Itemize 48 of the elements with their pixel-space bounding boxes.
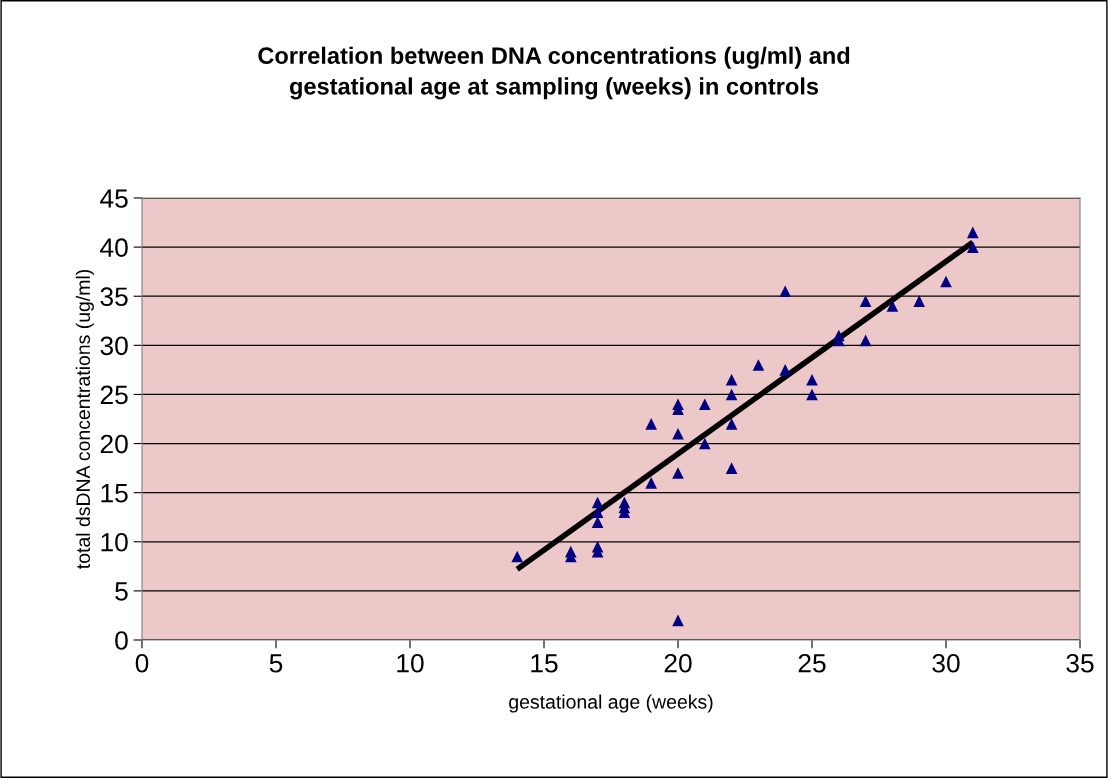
x-tick-label: 30 <box>932 653 960 673</box>
chart-title: Correlation between DNA concentrations (ug/ml) and gestational age at sampling (weeks) in controls <box>258 46 850 100</box>
point <box>725 462 738 474</box>
x-tick-label: 0 <box>135 653 149 673</box>
point <box>725 388 738 401</box>
point <box>672 398 684 411</box>
point <box>591 496 604 509</box>
x-tick-label: 25 <box>798 653 826 673</box>
point <box>966 241 979 253</box>
point <box>859 295 872 307</box>
point <box>618 496 631 509</box>
x-tick-label: 5 <box>269 654 283 673</box>
x-tick-label: 15 <box>531 654 558 673</box>
point <box>806 373 818 386</box>
point <box>832 329 845 342</box>
y-tick-label: 35 <box>100 287 128 307</box>
point <box>966 226 979 239</box>
x-tick-label: 10 <box>397 653 424 673</box>
point <box>779 364 792 376</box>
point <box>913 295 926 307</box>
point <box>564 545 577 558</box>
point <box>859 334 872 347</box>
x-axis-title: gestational age (weeks) <box>509 694 713 713</box>
y-tick-label: 45 <box>100 189 128 208</box>
point <box>725 373 738 386</box>
y-tick-label: 0 <box>115 631 128 650</box>
point <box>511 550 524 563</box>
point <box>779 285 792 298</box>
point <box>886 300 899 312</box>
y-tick-label: 30 <box>100 336 128 356</box>
x-tick-label: 35 <box>1066 653 1094 673</box>
point <box>645 477 658 489</box>
point <box>672 427 684 440</box>
point <box>698 398 711 411</box>
point <box>698 437 711 450</box>
point <box>725 418 738 430</box>
y-tick-label: 40 <box>100 238 128 257</box>
y-tick-label: 25 <box>100 385 128 405</box>
y-tick-label: 15 <box>101 484 128 503</box>
y-tick-label: 5 <box>115 582 128 601</box>
y-axis-title: total dsDNA concentrations (ug/ml) <box>75 269 94 569</box>
y-tick-label: 20 <box>100 434 128 454</box>
point <box>752 359 765 371</box>
point <box>645 418 658 430</box>
point <box>672 467 684 479</box>
x-tick-label: 20 <box>664 653 692 673</box>
y-tick-label: 10 <box>101 532 128 552</box>
point <box>591 540 604 553</box>
